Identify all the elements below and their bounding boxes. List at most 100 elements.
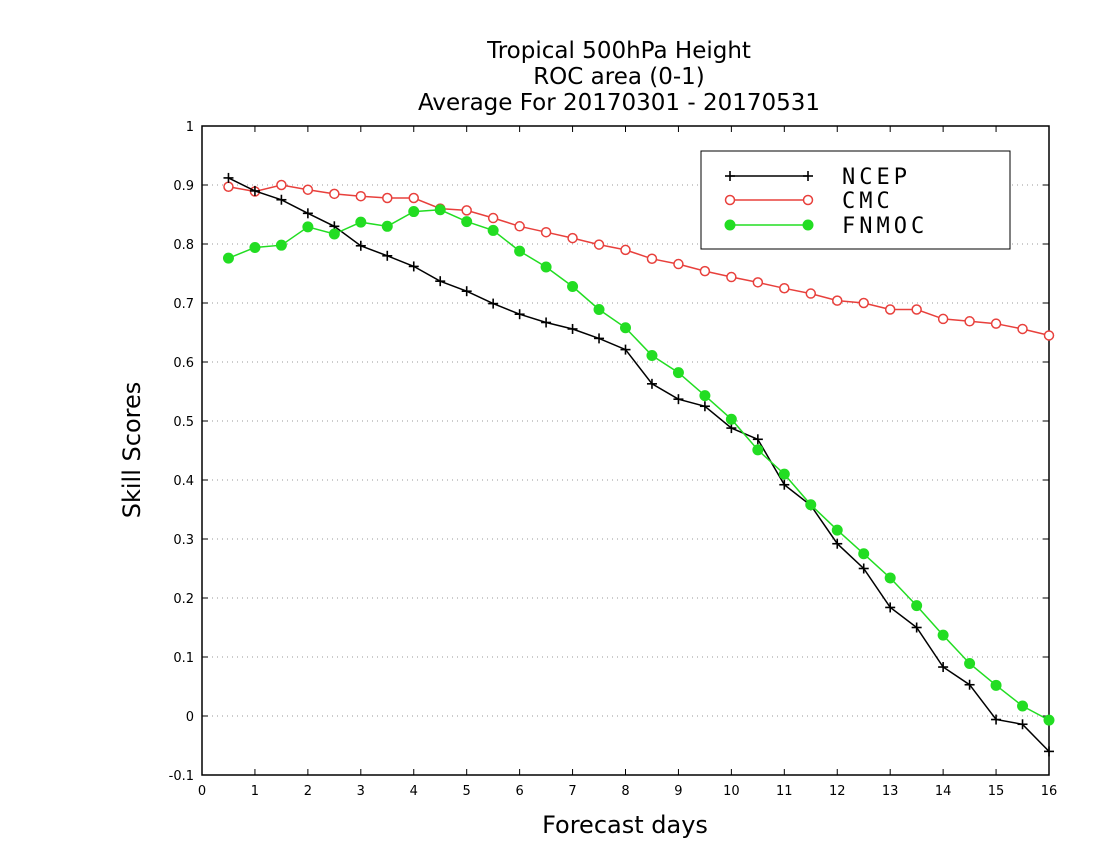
point-fnmoc (805, 499, 817, 511)
point-ncep (302, 208, 313, 219)
y-tick-label: 0.8 (173, 238, 194, 253)
point-fnmoc (699, 390, 711, 402)
point-fnmoc (302, 221, 314, 233)
point-fnmoc (461, 216, 473, 228)
point-fnmoc (355, 216, 367, 228)
point-fnmoc (752, 444, 764, 456)
y-tick-label: 0.4 (173, 474, 194, 489)
point-ncep (541, 317, 552, 328)
axis-ticks: -0.100.10.20.30.40.50.60.70.80.910 1 2 3 4 5 6… (169, 120, 1058, 799)
point-fnmoc (514, 245, 526, 257)
point-ncep (514, 309, 525, 320)
x-tick-label: 15 (988, 784, 1005, 799)
point-ncep (938, 662, 949, 673)
series-cmc (223, 179, 1055, 341)
x-tick-label: 10 (723, 784, 740, 799)
point-fnmoc (408, 206, 420, 218)
point-cmc (832, 295, 843, 306)
point-ncep (858, 563, 869, 574)
x-tick-label: 3 (357, 784, 365, 799)
y-tick-label: 1 (186, 120, 194, 135)
point-cmc (805, 288, 817, 299)
legend-label-ncep: NCEP (842, 165, 911, 190)
x-tick-label: 12 (829, 784, 846, 799)
point-cmc (858, 297, 869, 309)
point-fnmoc (778, 468, 790, 480)
point-fnmoc (937, 629, 949, 641)
point-ncep (567, 323, 578, 334)
point-ncep (964, 679, 975, 690)
x-tick-label: 11 (776, 784, 793, 799)
y-tick-label: 0.7 (173, 297, 194, 312)
point-ncep (461, 286, 472, 297)
point-cmc (699, 265, 711, 277)
x-tick-label: 7 (568, 784, 576, 799)
point-cmc (752, 277, 764, 288)
point-cmc (779, 283, 790, 294)
series-group (222, 172, 1055, 757)
y-axis-label: Skill Scores (118, 382, 146, 519)
x-tick-label: 6 (515, 784, 523, 799)
x-tick-label: 5 (463, 784, 471, 799)
legend-label-fnmoc: FNMOC (842, 214, 928, 239)
point-ncep (435, 276, 446, 287)
point-fnmoc (831, 524, 843, 536)
x-tick-label: 13 (882, 784, 899, 799)
point-cmc (540, 226, 552, 238)
point-fnmoc (275, 239, 287, 251)
point-cmc (1017, 323, 1028, 335)
y-tick-label: 0.9 (173, 179, 194, 194)
point-cmc (673, 258, 684, 270)
x-tick-label: 4 (410, 784, 418, 799)
chart-title: Tropical 500hPa Height ROC area (0-1) Av… (418, 38, 820, 116)
legend-marker-start-fnmoc (724, 219, 736, 231)
x-tick-label: 14 (935, 784, 952, 799)
point-ncep (249, 185, 260, 196)
point-cmc (514, 221, 525, 232)
point-cmc (461, 205, 472, 216)
point-fnmoc (434, 204, 446, 216)
point-fnmoc (487, 224, 499, 236)
title-line-3: Average For 20170301 - 20170531 (418, 90, 820, 116)
x-tick-label: 2 (304, 784, 312, 799)
point-cmc (302, 184, 314, 195)
point-cmc (937, 313, 949, 325)
legend-marker-end-fnmoc (802, 219, 814, 231)
series-line-ncep (228, 177, 1050, 752)
point-ncep (699, 401, 710, 412)
point-cmc (620, 244, 631, 256)
point-cmc (646, 253, 658, 264)
point-fnmoc (964, 657, 976, 669)
y-tick-label: 0.5 (173, 415, 194, 430)
legend-label-cmc: CMC (842, 189, 894, 214)
point-fnmoc (990, 679, 1002, 691)
point-ncep (779, 479, 790, 490)
point-ncep (382, 250, 393, 261)
point-cmc (911, 304, 922, 315)
title-line-1: Tropical 500hPa Height (486, 38, 751, 64)
point-ncep (1017, 719, 1028, 730)
point-cmc (276, 179, 287, 191)
point-fnmoc (540, 261, 552, 273)
point-ncep (223, 172, 234, 183)
point-cmc (329, 188, 340, 200)
legend-marker-start-cmc (724, 194, 736, 206)
x-tick-label: 0 (198, 784, 206, 799)
point-ncep (620, 344, 631, 355)
point-ncep (885, 602, 896, 613)
point-cmc (487, 212, 499, 224)
x-axis-label: Forecast days (542, 811, 708, 839)
series-ncep (223, 172, 1054, 757)
point-fnmoc (222, 252, 234, 264)
point-fnmoc (593, 303, 605, 315)
point-fnmoc (567, 280, 579, 292)
legend-entry-fnmoc: FNMOC (724, 214, 928, 239)
point-cmc (884, 304, 896, 315)
series-line-fnmoc (228, 209, 1050, 721)
x-tick-label: 1 (251, 784, 259, 799)
point-ncep (408, 261, 419, 272)
point-cmc (382, 192, 393, 204)
